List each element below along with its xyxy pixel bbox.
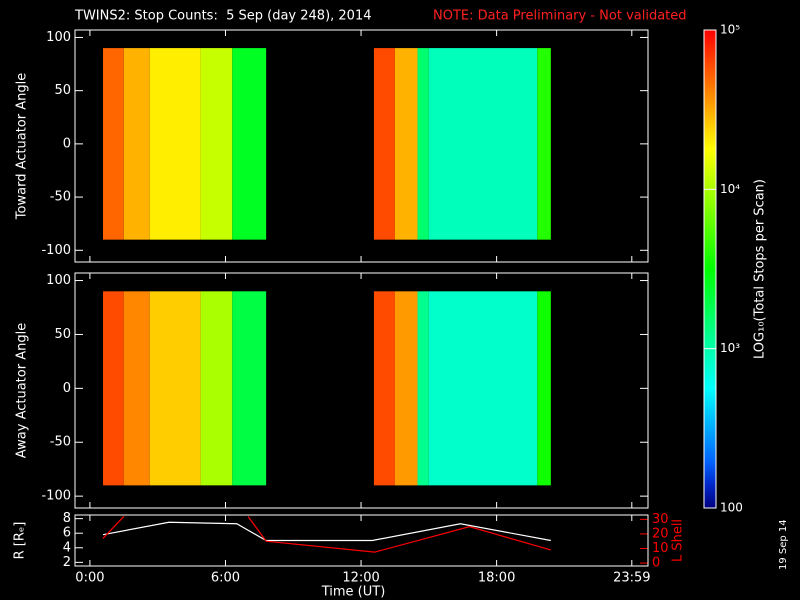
x-tick-label: 6:00 (211, 571, 240, 586)
x-tick-label: 18:00 (478, 571, 515, 586)
heatmap-cell (428, 48, 538, 240)
colorbar (703, 29, 717, 509)
colorbar-tick-label: 10³ (720, 341, 740, 355)
heatmap-cell (537, 48, 551, 240)
y2-axis-label: L Shell (671, 519, 686, 562)
y-tick-label: 100 (46, 30, 71, 45)
y2-tick-label: 30 (652, 512, 669, 527)
heatmap-cell (373, 48, 395, 240)
heatmap-cell (103, 48, 124, 240)
y-tick-label: 50 (54, 327, 71, 342)
heatmap-cell (200, 291, 233, 486)
y-tick-label: -50 (50, 190, 71, 205)
y-tick-label: 8 (63, 511, 71, 526)
y-tick-label: 50 (54, 83, 71, 98)
y-tick-label: 4 (63, 540, 71, 555)
heatmap-cell (417, 291, 429, 486)
x-tick-label: 0:00 (75, 571, 104, 586)
colorbar-tick-label: 100 (720, 501, 743, 515)
y-axis-label: Toward Actuator Angle (15, 73, 30, 220)
note: NOTE: Data Preliminary - Not validated (433, 9, 687, 24)
heatmap-cell (417, 48, 429, 240)
date-stamp: 19 Sep 14 (778, 519, 789, 570)
heatmap-cell (149, 48, 201, 240)
y-tick-label: -100 (41, 243, 71, 258)
colorbar-tick-label: 10⁵ (720, 23, 740, 37)
x-axis-label: Time (UT) (321, 585, 386, 600)
y2-tick-label: 10 (652, 541, 669, 556)
y-axis-label: R [Rₑ] (13, 522, 28, 560)
x-tick-label: 12:00 (342, 571, 379, 586)
colorbar-tick-label: 10⁴ (720, 182, 740, 196)
y-tick-label: 0 (63, 136, 71, 151)
heatmap-cell (123, 291, 150, 486)
y-tick-label: -100 (41, 489, 71, 504)
heatmap-cell (373, 291, 395, 486)
y-tick-label: 6 (63, 526, 71, 541)
heatmap-cell (123, 48, 150, 240)
y-tick-label: 100 (46, 273, 71, 288)
heatmap-cell (537, 291, 551, 486)
heatmap-cell (200, 48, 233, 240)
y-tick-label: 0 (63, 381, 71, 396)
heatmap-cell (394, 291, 418, 486)
heatmap-cell (232, 48, 267, 240)
y-tick-label: 2 (63, 555, 71, 570)
y2-tick-label: 20 (652, 526, 669, 541)
y2-tick-label: 0 (652, 556, 660, 571)
chart-title: TWINS2: Stop Counts: 5 Sep (day 248), 20… (74, 9, 372, 24)
x-tick-label: 23:59 (613, 571, 650, 586)
heatmap-cell (428, 291, 538, 486)
y-tick-label: -50 (50, 435, 71, 450)
heatmap-cell (232, 291, 267, 486)
y-axis-label: Away Actuator Angle (15, 323, 30, 458)
heatmap-cell (103, 291, 124, 486)
heatmap-cell (149, 291, 201, 486)
line-series (102, 516, 552, 553)
heatmap-cell (394, 48, 418, 240)
colorbar-label: LOG₁₀(Total Stops per Scan) (753, 179, 768, 359)
